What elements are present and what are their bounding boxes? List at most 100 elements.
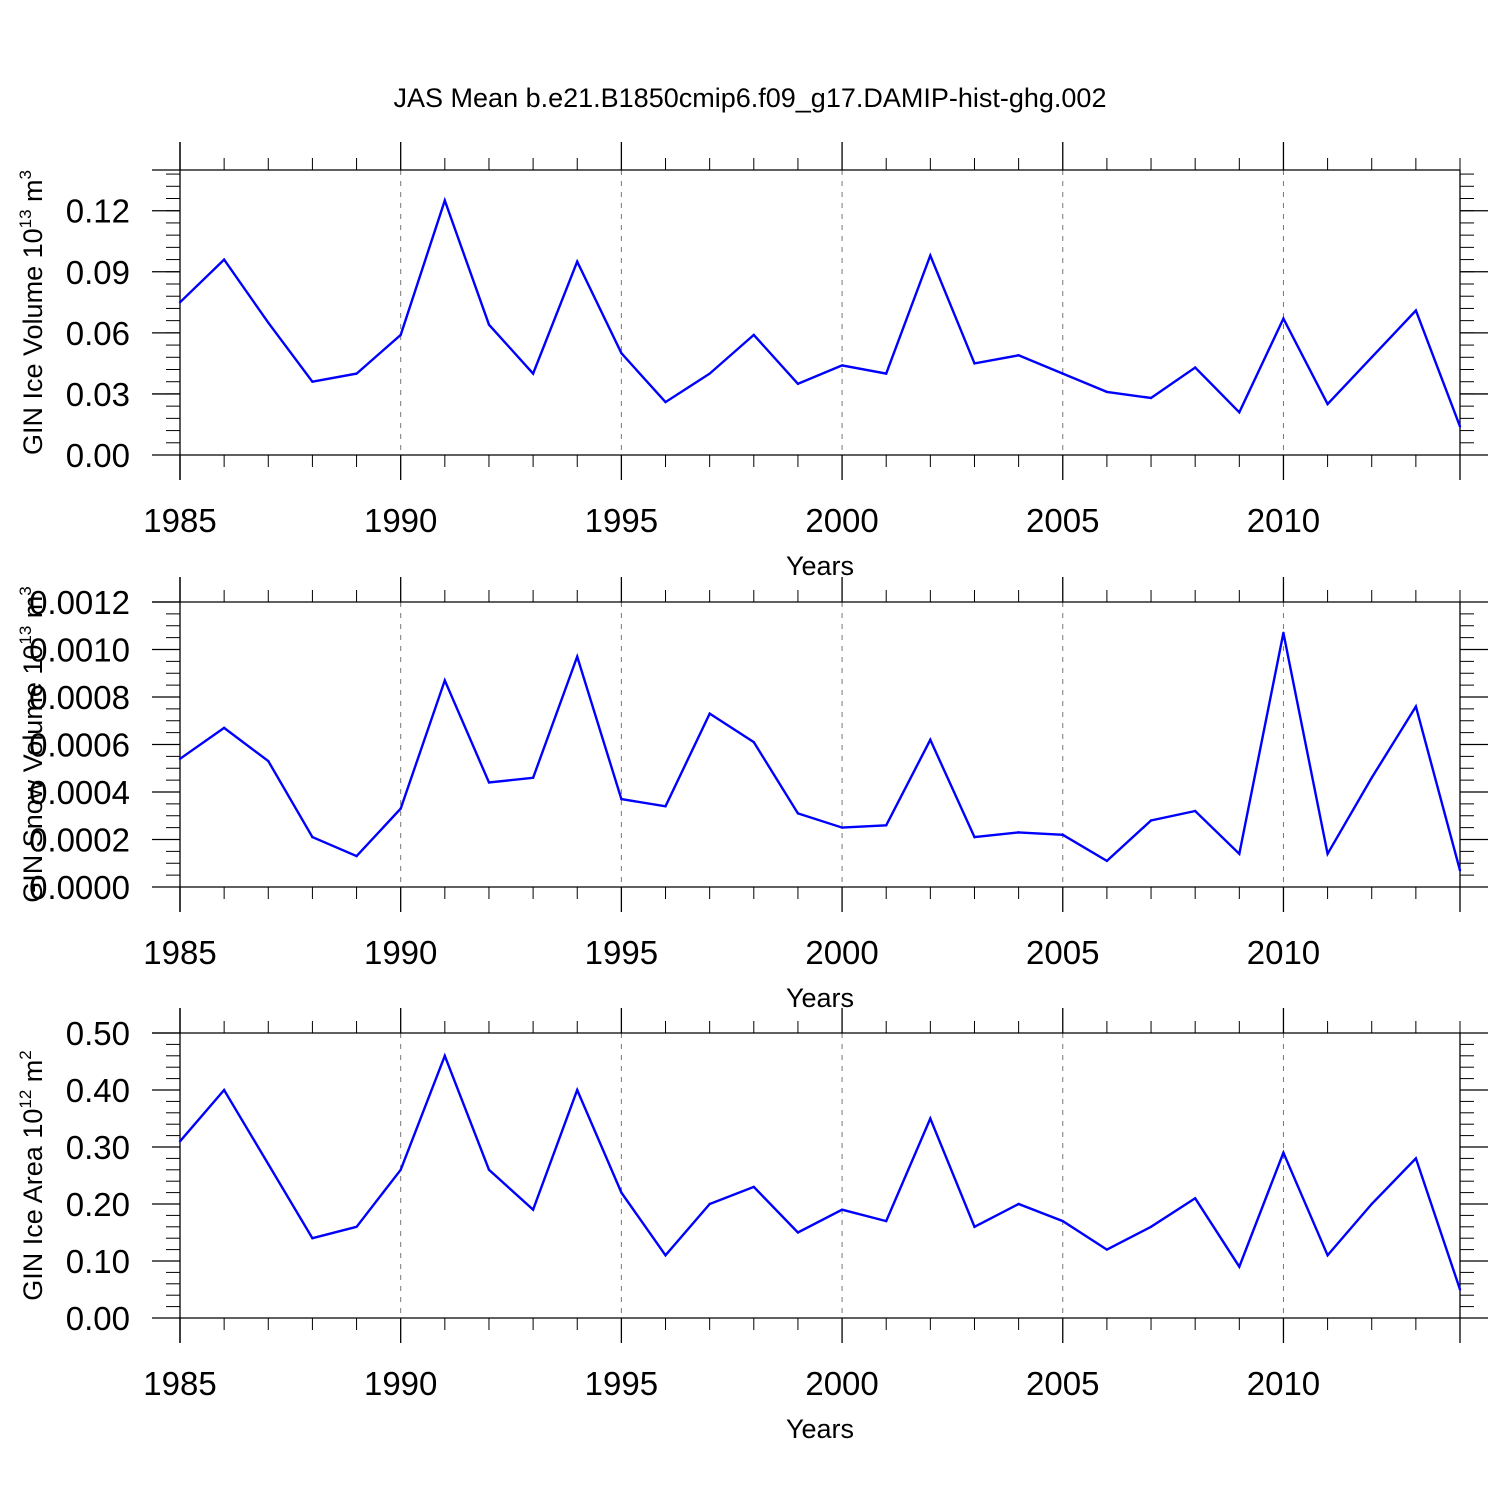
data-point	[267, 321, 270, 324]
y-tick-label: 0.20	[66, 1186, 130, 1223]
data-point	[840, 364, 844, 367]
data-point	[796, 1231, 800, 1234]
data-point	[796, 382, 800, 385]
data-point	[973, 362, 976, 365]
y-label-unit: m	[18, 1060, 48, 1090]
data-point	[576, 655, 579, 658]
data-point	[929, 738, 932, 741]
data-point	[487, 323, 491, 326]
y-label-unit-exponent: 3	[16, 586, 35, 595]
x-tick-label: 2005	[1026, 934, 1099, 971]
data-point	[1414, 309, 1418, 312]
data-point	[1149, 396, 1153, 400]
data-point	[1282, 631, 1285, 635]
y-label-exponent: 13	[16, 626, 35, 645]
data-point	[311, 835, 314, 839]
data-point	[443, 679, 447, 682]
x-tick-label: 1995	[585, 934, 658, 971]
data-point	[222, 726, 226, 730]
y-tick-label: 0.00	[66, 1300, 130, 1337]
data-point	[267, 759, 270, 763]
series-line	[179, 632, 1462, 871]
data-point	[1458, 1288, 1462, 1291]
data-point	[267, 1162, 270, 1166]
data-point	[222, 1088, 226, 1092]
data-point	[885, 824, 888, 827]
data-point	[178, 757, 182, 760]
data-point	[1370, 776, 1373, 779]
data-point	[1238, 852, 1241, 855]
data-point	[311, 380, 314, 383]
x-tick-label: 2010	[1247, 1365, 1320, 1402]
data-point	[1238, 1265, 1241, 1268]
y-tick-label: 0.40	[66, 1072, 130, 1109]
data-point	[576, 1088, 579, 1092]
data-point	[1149, 819, 1153, 822]
data-point	[531, 372, 535, 375]
data-point	[752, 740, 755, 744]
y-tick-label: 0.0006	[29, 727, 130, 764]
y-tick-label: 0.09	[66, 254, 130, 291]
data-point	[708, 1202, 711, 1206]
x-tick-label: 1985	[143, 502, 216, 539]
x-axis-label: Years	[786, 1414, 854, 1444]
y-tick-label: 0.0012	[29, 584, 130, 621]
data-point	[1238, 411, 1241, 414]
data-point	[1458, 869, 1462, 872]
data-point	[178, 301, 182, 304]
y-tick-label: 0.0002	[29, 822, 130, 859]
x-tick-label: 2000	[805, 502, 878, 539]
data-point	[355, 854, 358, 858]
y-tick-label: 0.50	[66, 1015, 130, 1052]
data-point	[620, 1191, 623, 1194]
data-point	[1193, 809, 1197, 813]
panel-1: 1985 1990 1995 2000 2005 2010 0.00 0.03 0.06 0.09…	[16, 142, 1488, 581]
data-point	[929, 254, 932, 257]
data-point	[1193, 1197, 1197, 1200]
y-label-unit: m	[18, 179, 48, 209]
x-tick-label: 2010	[1247, 934, 1320, 971]
data-point	[885, 1219, 888, 1223]
x-tick-label: 1985	[143, 1365, 216, 1402]
data-point	[752, 1185, 755, 1189]
data-point	[620, 797, 623, 801]
data-point	[1414, 1157, 1418, 1160]
x-tick-label: 1995	[585, 502, 658, 539]
data-point	[1061, 372, 1064, 375]
x-tick-label: 2010	[1247, 502, 1320, 539]
data-point	[399, 807, 402, 810]
data-point	[443, 1054, 447, 1058]
data-point	[1458, 425, 1462, 428]
data-point	[1061, 833, 1064, 836]
y-tick-label: 0.0000	[29, 869, 130, 906]
x-axis-label: Years	[786, 983, 854, 1013]
data-point	[443, 199, 447, 202]
data-point	[1370, 1202, 1373, 1206]
x-tick-label: 2005	[1026, 502, 1099, 539]
y-tick-label: 0.0010	[29, 632, 130, 669]
data-point	[1061, 1219, 1064, 1223]
data-point	[531, 1208, 535, 1211]
data-point	[796, 812, 800, 815]
y-axis-label: GIN Snow Volume 1013 m3	[16, 586, 48, 903]
data-point	[1149, 1225, 1153, 1229]
data-point	[1105, 859, 1109, 863]
y-label-unit: m	[18, 596, 48, 626]
y-label-unit-exponent: 2	[16, 1050, 35, 1059]
y-label-exponent: 12	[16, 1090, 35, 1109]
data-point	[708, 712, 711, 715]
y-tick-label: 0.06	[66, 315, 130, 352]
series-line	[179, 1052, 1462, 1290]
y-axis-label: GIN Ice Volume 1013 m3	[16, 170, 48, 455]
data-point	[222, 258, 226, 261]
x-tick-label: 1990	[364, 1365, 437, 1402]
x-axis-label: Years	[786, 551, 854, 581]
data-point	[1326, 402, 1329, 406]
panel-3: 1985 1990 1995 2000 2005 2010 0.00 0.10 0.20 0.30…	[16, 1008, 1488, 1444]
y-label-exponent: 13	[16, 209, 35, 228]
x-tick-label: 1985	[143, 934, 216, 971]
data-point	[664, 400, 667, 404]
x-tick-label: 1990	[364, 502, 437, 539]
data-point	[1414, 705, 1418, 708]
